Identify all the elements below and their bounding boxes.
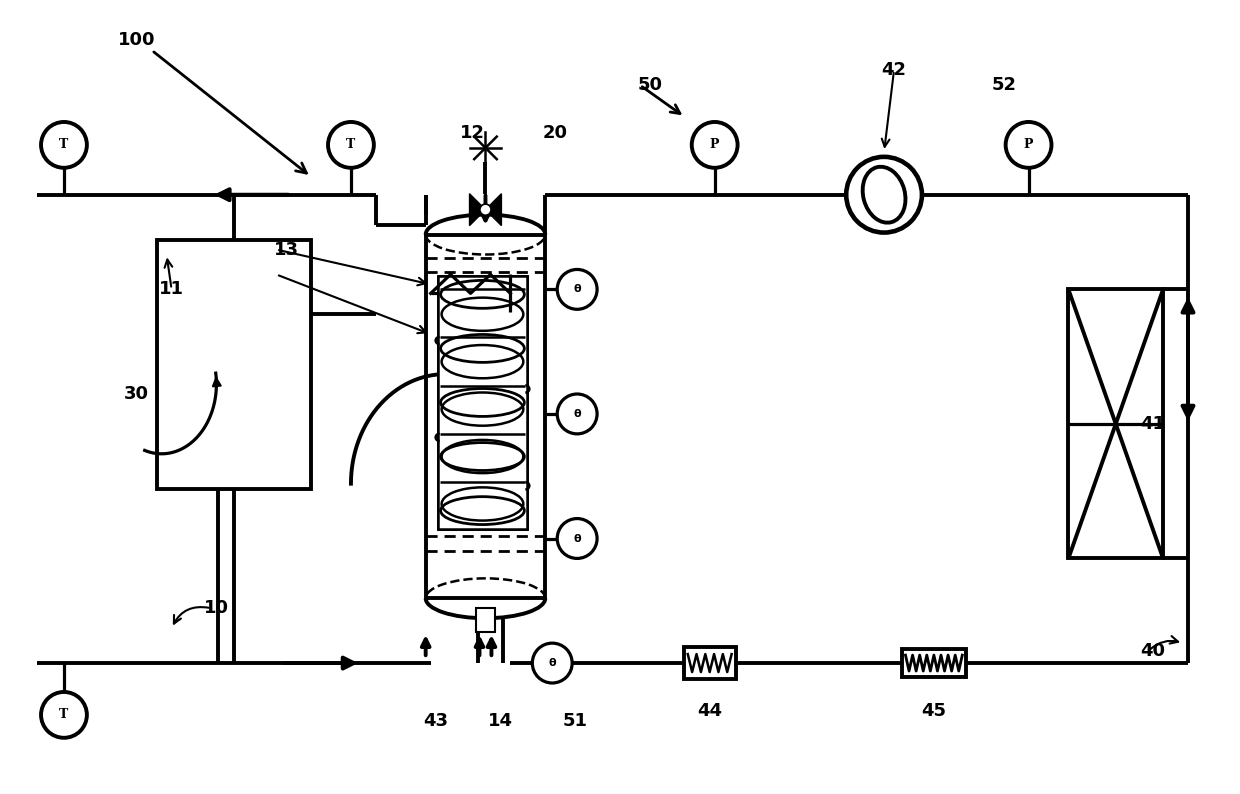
Text: T: T — [60, 138, 68, 152]
Circle shape — [329, 122, 374, 168]
Text: 13: 13 — [274, 241, 299, 259]
Bar — [1069, 289, 1163, 558]
Circle shape — [41, 692, 87, 738]
Text: 42: 42 — [882, 61, 906, 79]
Bar — [438, 276, 527, 529]
Text: 43: 43 — [423, 712, 448, 730]
Circle shape — [557, 518, 598, 558]
Circle shape — [557, 269, 598, 310]
Polygon shape — [486, 194, 501, 225]
Bar — [425, 234, 546, 599]
Circle shape — [692, 122, 738, 168]
Text: 52: 52 — [991, 76, 1016, 94]
Bar — [156, 240, 311, 488]
Text: P: P — [1024, 138, 1033, 152]
Text: 45: 45 — [921, 702, 946, 720]
Text: 51: 51 — [563, 712, 588, 730]
Text: 14: 14 — [487, 712, 513, 730]
Text: θ: θ — [573, 284, 582, 295]
Text: 20: 20 — [543, 124, 568, 142]
Text: 41: 41 — [1141, 415, 1166, 433]
Circle shape — [41, 122, 87, 168]
Text: T: T — [346, 138, 356, 152]
Text: 40: 40 — [1141, 642, 1166, 660]
Bar — [438, 276, 527, 529]
Polygon shape — [470, 194, 486, 225]
Text: 44: 44 — [697, 702, 722, 720]
Circle shape — [846, 157, 921, 233]
Bar — [438, 276, 527, 529]
Text: 11: 11 — [159, 280, 184, 299]
Circle shape — [532, 643, 572, 683]
Bar — [475, 608, 496, 632]
Text: θ: θ — [548, 658, 556, 668]
Text: 30: 30 — [124, 385, 149, 403]
Text: θ: θ — [573, 409, 582, 419]
Circle shape — [557, 394, 598, 434]
Text: 50: 50 — [637, 76, 662, 94]
Circle shape — [480, 204, 491, 215]
Bar — [901, 649, 966, 677]
Text: 100: 100 — [118, 31, 155, 49]
Text: 10: 10 — [203, 599, 229, 617]
Text: 12: 12 — [460, 124, 485, 142]
Text: T: T — [60, 708, 68, 722]
Circle shape — [1006, 122, 1052, 168]
Bar — [683, 647, 735, 679]
Text: P: P — [711, 138, 719, 152]
Text: θ: θ — [573, 534, 582, 544]
